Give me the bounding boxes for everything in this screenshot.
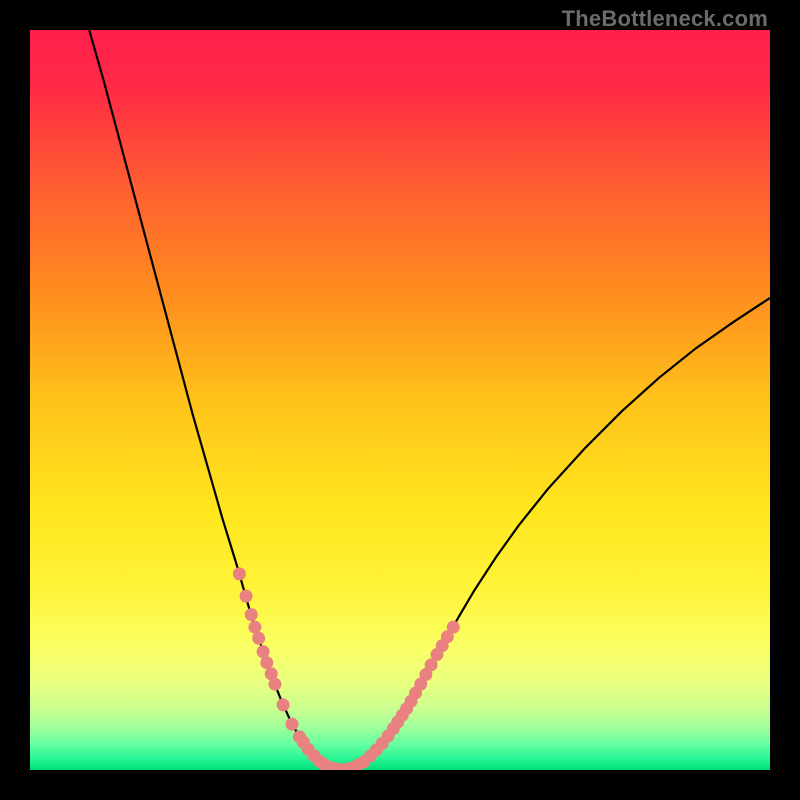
data-point xyxy=(447,621,460,634)
curve-layer xyxy=(30,30,770,770)
data-point xyxy=(248,621,261,634)
watermark-text: TheBottleneck.com xyxy=(562,6,768,32)
plot-area xyxy=(30,30,770,770)
data-point xyxy=(260,656,273,669)
data-point xyxy=(268,678,281,691)
data-point xyxy=(257,645,270,658)
marker-group xyxy=(233,567,460,770)
data-point xyxy=(233,567,246,580)
data-point xyxy=(285,718,298,731)
data-point xyxy=(240,590,253,603)
data-point xyxy=(245,608,258,621)
chart-frame: TheBottleneck.com xyxy=(0,0,800,800)
data-point xyxy=(277,698,290,711)
data-point xyxy=(252,632,265,645)
